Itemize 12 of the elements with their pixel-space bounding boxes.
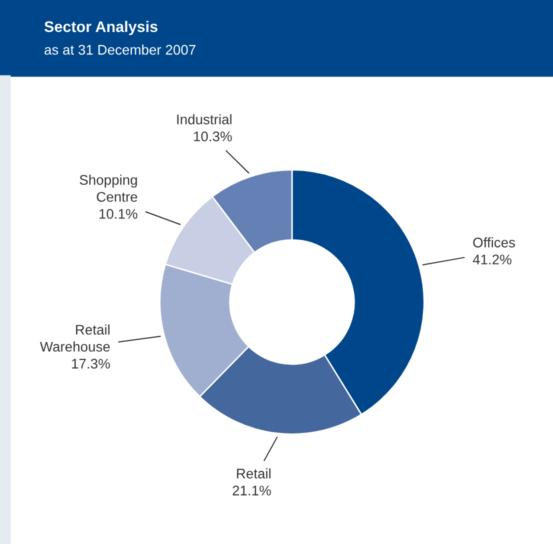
slice-label: Shopping Centre bbox=[80, 174, 138, 202]
data-label: 17.3% bbox=[72, 358, 110, 369]
data-label: 41.2% bbox=[472, 254, 512, 264]
chart-title: Sector Analysis bbox=[44, 20, 158, 36]
data-label: 10.1% bbox=[99, 208, 138, 219]
slice-label: Offices bbox=[473, 237, 515, 248]
data-label: 10.3% bbox=[194, 131, 232, 142]
slice-label: Industrial bbox=[177, 114, 232, 124]
slice-label: Retail Warehouse bbox=[40, 324, 110, 352]
data-label: 21.1% bbox=[232, 486, 271, 496]
chart-subtitle: as at 31 December 2007 bbox=[44, 44, 196, 55]
slice-label: Retail bbox=[237, 468, 270, 478]
